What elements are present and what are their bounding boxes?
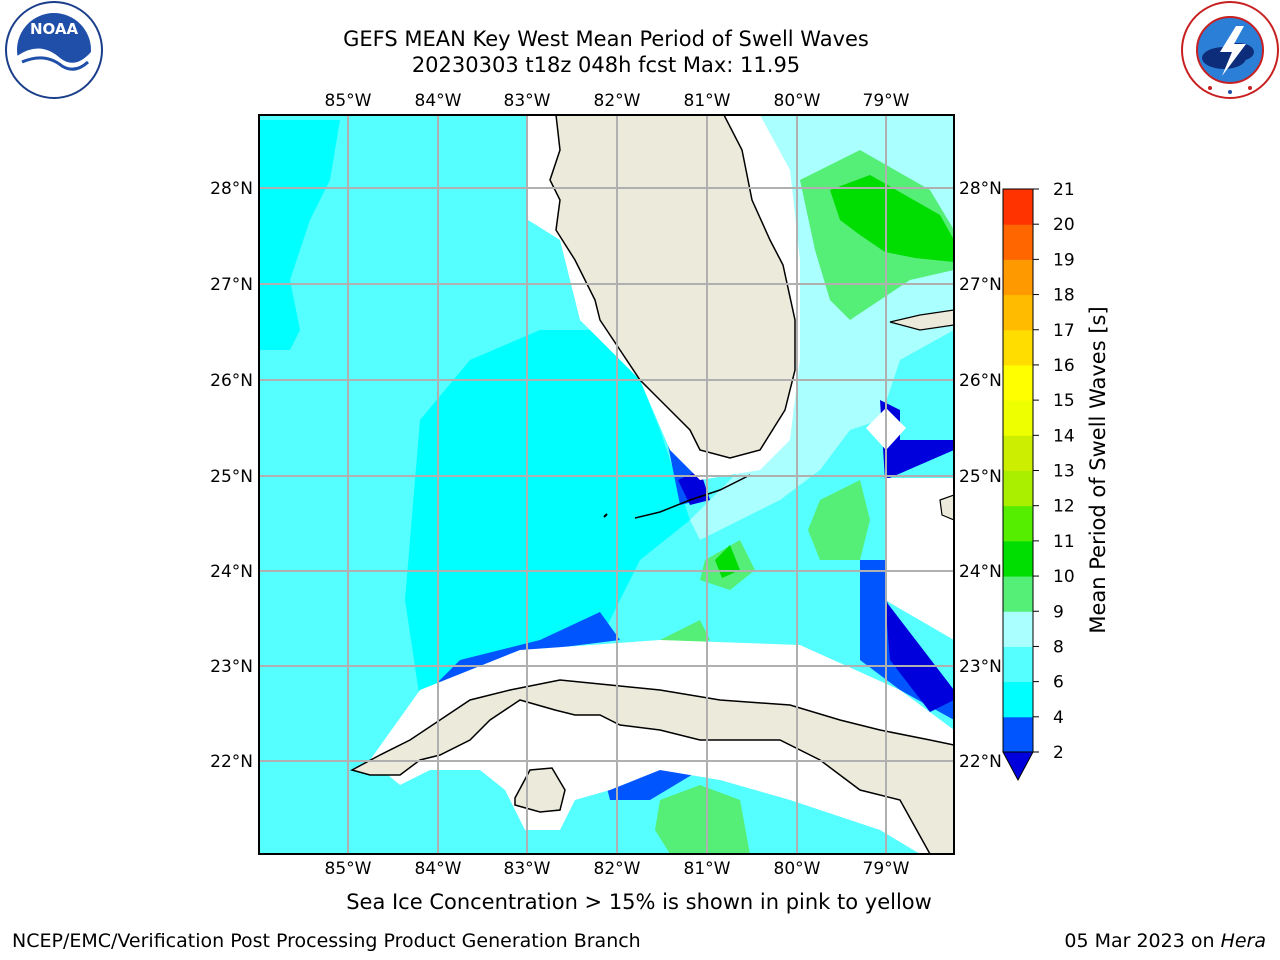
footer-credit: NCEP/EMC/Verification Post Processing Pr… [12,930,641,952]
colorbar-segment [1003,259,1033,296]
colorbar-segment [1003,505,1033,542]
footer-host: Hera [1220,930,1266,952]
colorbar-segment [1003,364,1033,401]
lon-label: 85°W [325,859,372,879]
colorbar-tick-label: 2 [1053,743,1064,763]
sea-ice-note: Sea Ice Concentration > 15% is shown in … [346,890,932,914]
colorbar-tick-label: 12 [1053,497,1075,517]
colorbar-segment [1003,329,1033,366]
noaa-logo-text: NOAA [30,20,79,38]
lat-labels-right: 28°N 27°N 26°N 25°N 24°N 23°N 22°N [959,179,1002,772]
colorbar-tick-label: 10 [1053,567,1075,587]
colorbar-segment [1003,716,1033,753]
lon-label: 83°W [504,859,551,879]
land-bahamas-andros [939,494,954,521]
swell-9-10s-patch-south [655,785,750,854]
lon-label: 83°W [504,91,551,111]
lon-label: 84°W [415,91,462,111]
colorbar-tick-label: 8 [1053,637,1064,657]
colorbar-segment [1003,540,1033,577]
lon-label: 82°W [594,91,641,111]
colorbar-segment [1003,294,1033,331]
colorbar-segment [1003,611,1033,647]
swell-9-10s-patch-bahamas [808,480,870,560]
lat-label: 22°N [210,752,253,772]
coast-florida-keys [634,474,751,519]
lat-label: 24°N [959,562,1002,582]
colorbar-tick-label: 20 [1053,215,1075,235]
noaa-logo-icon: NOAA [5,1,103,99]
colorbar: 2 4 6 8 9 10 11 12 13 14 15 16 17 18 19 20 21 [1002,180,1075,782]
swell-10-11s-core [830,175,954,262]
footer-date: 05 Mar 2023 on Hera [1064,930,1266,952]
colorbar-segment [1003,400,1033,436]
lat-label: 27°N [959,275,1002,295]
lon-label: 85°W [325,91,372,111]
lon-label: 80°W [774,91,821,111]
lat-label: 25°N [210,467,253,487]
colorbar-segment [1003,189,1033,225]
lon-label: 81°W [684,91,731,111]
colorbar-under-triangle [1002,751,1034,782]
lon-label: 82°W [594,859,641,879]
lon-label: 79°W [863,91,910,111]
swell-4-6s-west [259,120,340,350]
swell-under-2s-bahamas [880,400,954,480]
colorbar-label: Mean Period of Swell Waves [s] [1086,306,1110,634]
lat-label: 27°N [210,275,253,295]
lat-label: 28°N [210,179,253,199]
lat-label: 24°N [210,562,253,582]
lon-labels-bottom: 85°W 84°W 83°W 82°W 81°W 80°W 79°W [325,859,910,879]
colorbar-segment [1003,681,1033,718]
chart-title: GEFS MEAN Key West Mean Period of Swell … [343,27,869,51]
lat-label: 28°N [959,179,1002,199]
colorbar-tick-label: 14 [1053,426,1075,446]
lon-labels-top: 85°W 84°W 83°W 82°W 81°W 80°W 79°W [325,91,910,111]
swell-10-11s-straits [715,545,740,578]
colorbar-tick-label: 9 [1053,602,1064,622]
lat-label: 26°N [210,371,253,391]
colorbar-tick-label: 21 [1053,180,1075,200]
lon-label: 81°W [684,859,731,879]
lat-label: 25°N [959,467,1002,487]
colorbar-segment [1003,646,1033,683]
colorbar-tick-label: 16 [1053,356,1075,376]
colorbar-tick-label: 13 [1053,462,1075,482]
colorbar-tick-label: 11 [1053,532,1075,552]
lat-labels-left: 28°N 27°N 26°N 25°N 24°N 23°N 22°N [210,179,253,772]
lon-label: 80°W [774,859,821,879]
colorbar-tick-label: 15 [1053,391,1075,411]
lon-label: 84°W [415,859,462,879]
land-florida [549,115,796,459]
colorbar-tick-label: 6 [1053,673,1064,693]
lat-label: 26°N [959,371,1002,391]
colorbar-tick-label: 4 [1053,708,1064,728]
colorbar-segment [1003,576,1033,612]
colorbar-tick-label: 18 [1053,286,1075,306]
chart-subtitle: 20230303 t18z 048h fcst Max: 11.95 [411,53,801,77]
coast-dry-tortugas [603,513,608,518]
lat-label: 23°N [959,657,1002,677]
map-frame [258,114,955,855]
missing-data-bahamas [885,478,954,640]
swell-4-6s-region [405,330,690,700]
land-cuba [349,679,954,854]
colorbar-segment [1003,470,1033,507]
colorbar-segment [1003,435,1033,471]
colorbar-segment [1003,224,1033,260]
colorbar-tick-label: 19 [1053,250,1075,270]
nws-logo-icon [1181,1,1279,99]
lat-label: 23°N [210,657,253,677]
colorbar-tick-label: 17 [1053,321,1075,341]
lat-label: 22°N [959,752,1002,772]
graticule [259,115,954,854]
footer-date-text: 05 Mar 2023 on [1064,930,1221,952]
land-bahamas-abaco [889,309,954,331]
swell-under-2s-east [885,600,954,712]
lon-label: 79°W [863,859,910,879]
swell-2-4s-cuba-north [420,612,620,700]
map-plot-area [259,115,954,854]
